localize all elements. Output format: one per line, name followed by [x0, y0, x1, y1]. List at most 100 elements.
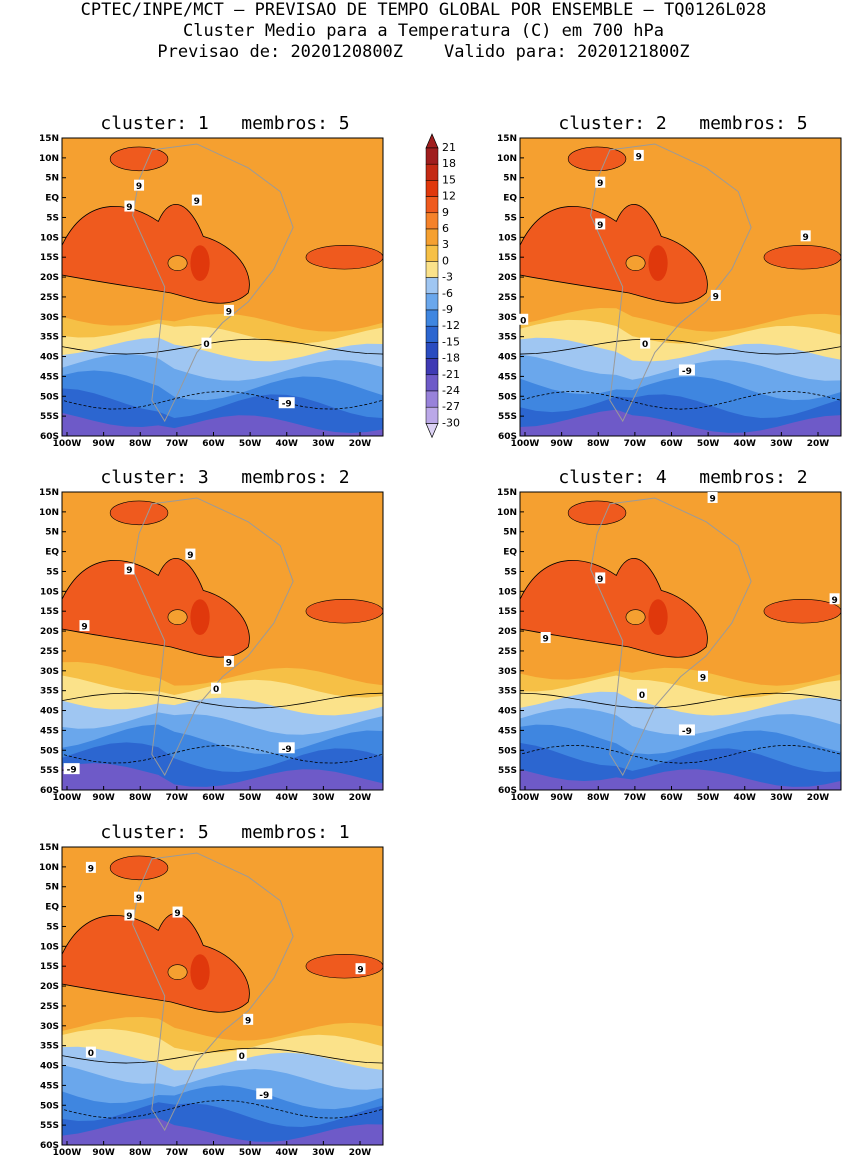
panel-4-title: cluster: 4 membros: 2: [558, 467, 808, 488]
contour-label: 9: [831, 596, 837, 606]
lat-label: EQ: [503, 548, 517, 558]
colorbar-legend: 21 18 15 12 9 6 3 0 -3 -6 -9 -12 -15 -18 -21 -24 -27 -30: [425, 133, 460, 439]
map-frame: [61, 137, 384, 437]
contour-minus9: [62, 744, 383, 773]
lat-label: 10N: [39, 508, 59, 518]
contour-label-box: [697, 670, 708, 682]
lat-label: 10S: [498, 233, 517, 243]
contour-label-box: [278, 742, 295, 754]
continent-outline: [132, 852, 294, 1132]
header-line-3: Previsao de: 2020120800Z Valido para: 20…: [157, 42, 690, 62]
lon-label: 30W: [770, 793, 793, 803]
contour-label: 0: [213, 685, 219, 695]
contour-label: 9: [126, 203, 132, 213]
colorbar-swatch: [425, 342, 439, 359]
contour-minus9: [62, 390, 383, 419]
contour-label-box: [185, 548, 196, 560]
contour-label: 9: [357, 966, 363, 976]
lon-label: 80W: [129, 793, 152, 803]
colorbar-swatch: [425, 212, 439, 230]
lat-label: 35S: [498, 333, 517, 343]
panel-2-title: cluster: 2 membros: 5: [558, 113, 808, 134]
lon-label: 80W: [587, 793, 610, 803]
contour-minus9: [62, 1099, 383, 1128]
contour-label-box: [710, 289, 721, 301]
lat-label: 35S: [40, 1042, 59, 1052]
colorbar-label: 15: [442, 173, 456, 186]
lon-label: 30W: [312, 793, 335, 803]
contour-label: 9: [597, 221, 603, 231]
warm-hole: [167, 964, 188, 980]
warm-hole: [625, 255, 646, 271]
lat-label: 55S: [40, 1121, 59, 1131]
colorbar-label: -24: [442, 384, 460, 397]
contour-label: 0: [239, 1052, 245, 1062]
lon-label: 70W: [166, 1148, 189, 1157]
lon-label: 100W: [511, 439, 540, 449]
lat-label: 20S: [498, 273, 517, 283]
contour-label-box: [134, 891, 145, 903]
contour-label: 9: [803, 233, 809, 243]
colorbar-label: 18: [442, 157, 456, 170]
lon-label: 90W: [92, 793, 115, 803]
hot-core: [190, 599, 210, 636]
lon-label: 60W: [660, 793, 683, 803]
warm-blob: [305, 953, 383, 979]
contour-label: 9: [709, 494, 715, 504]
lon-label: 50W: [239, 793, 262, 803]
contour-label: 9: [700, 673, 706, 683]
lat-label: 5S: [504, 567, 517, 577]
lat-label: 50S: [498, 746, 517, 756]
lat-label: 25S: [40, 293, 59, 303]
header-line-1: CPTEC/INPE/MCT – PREVISAO DE TEMPO GLOBA…: [80, 0, 767, 20]
temperature-band: [62, 763, 383, 790]
colorbar-label: 12: [442, 190, 456, 203]
lat-label: 55S: [40, 412, 59, 422]
contour-label-box: [800, 230, 811, 242]
lat-label: 60S: [40, 1141, 59, 1151]
lat-label: 35S: [498, 687, 517, 697]
lat-label: 5S: [46, 213, 59, 223]
colorbar-swatch: [425, 374, 439, 392]
warm-blob: [109, 146, 169, 172]
hot-core: [648, 245, 668, 282]
contour-label-box: [223, 655, 234, 667]
contour-zero: [520, 692, 841, 713]
lat-label: 25S: [498, 647, 517, 657]
warm-blob: [567, 146, 627, 172]
panel-3-title: cluster: 3 membros: 2: [100, 467, 350, 488]
lat-label: 30S: [498, 667, 517, 677]
contour-label: 9: [713, 292, 719, 302]
contour-label-box: [124, 909, 135, 921]
lon-label: 90W: [92, 439, 115, 449]
lat-label: 5N: [45, 528, 59, 538]
contour-label-box: [678, 364, 695, 376]
lon-label: 20W: [349, 439, 372, 449]
contour-label-box: [85, 1046, 96, 1058]
contour-zero: [62, 692, 383, 713]
warm-hole: [625, 609, 646, 625]
lon-label: 100W: [53, 1148, 82, 1157]
warm-hole: [167, 255, 188, 271]
lat-label: 50S: [40, 1101, 59, 1111]
lat-label: 15S: [40, 253, 59, 263]
lon-label: 80W: [129, 1148, 152, 1157]
lon-label: 50W: [697, 439, 720, 449]
contour-label: -9: [259, 1091, 269, 1101]
lat-label: 30S: [40, 1022, 59, 1032]
contour-label: 9: [226, 307, 232, 317]
lat-label: 40S: [40, 707, 59, 717]
lat-label: 15S: [40, 607, 59, 617]
header-line-2: Cluster Medio para a Temperatura (C) em …: [182, 21, 665, 41]
contour-label-box: [191, 194, 202, 206]
lon-label: 90W: [92, 1148, 115, 1157]
colorbar-label: -15: [442, 335, 460, 348]
contour-label: -9: [282, 745, 292, 755]
lon-label: 30W: [312, 439, 335, 449]
lat-label: 50S: [40, 392, 59, 402]
colorbar-label: -9: [442, 303, 453, 316]
contour-label: -9: [682, 367, 692, 377]
lon-label: 30W: [312, 1148, 335, 1157]
map-panel-4: 15N 10N 5N EQ 5S 10S 15S 20S 25S 30S 35S 40S 45S 50S 5…: [497, 488, 842, 803]
contour-label: 9: [194, 197, 200, 207]
